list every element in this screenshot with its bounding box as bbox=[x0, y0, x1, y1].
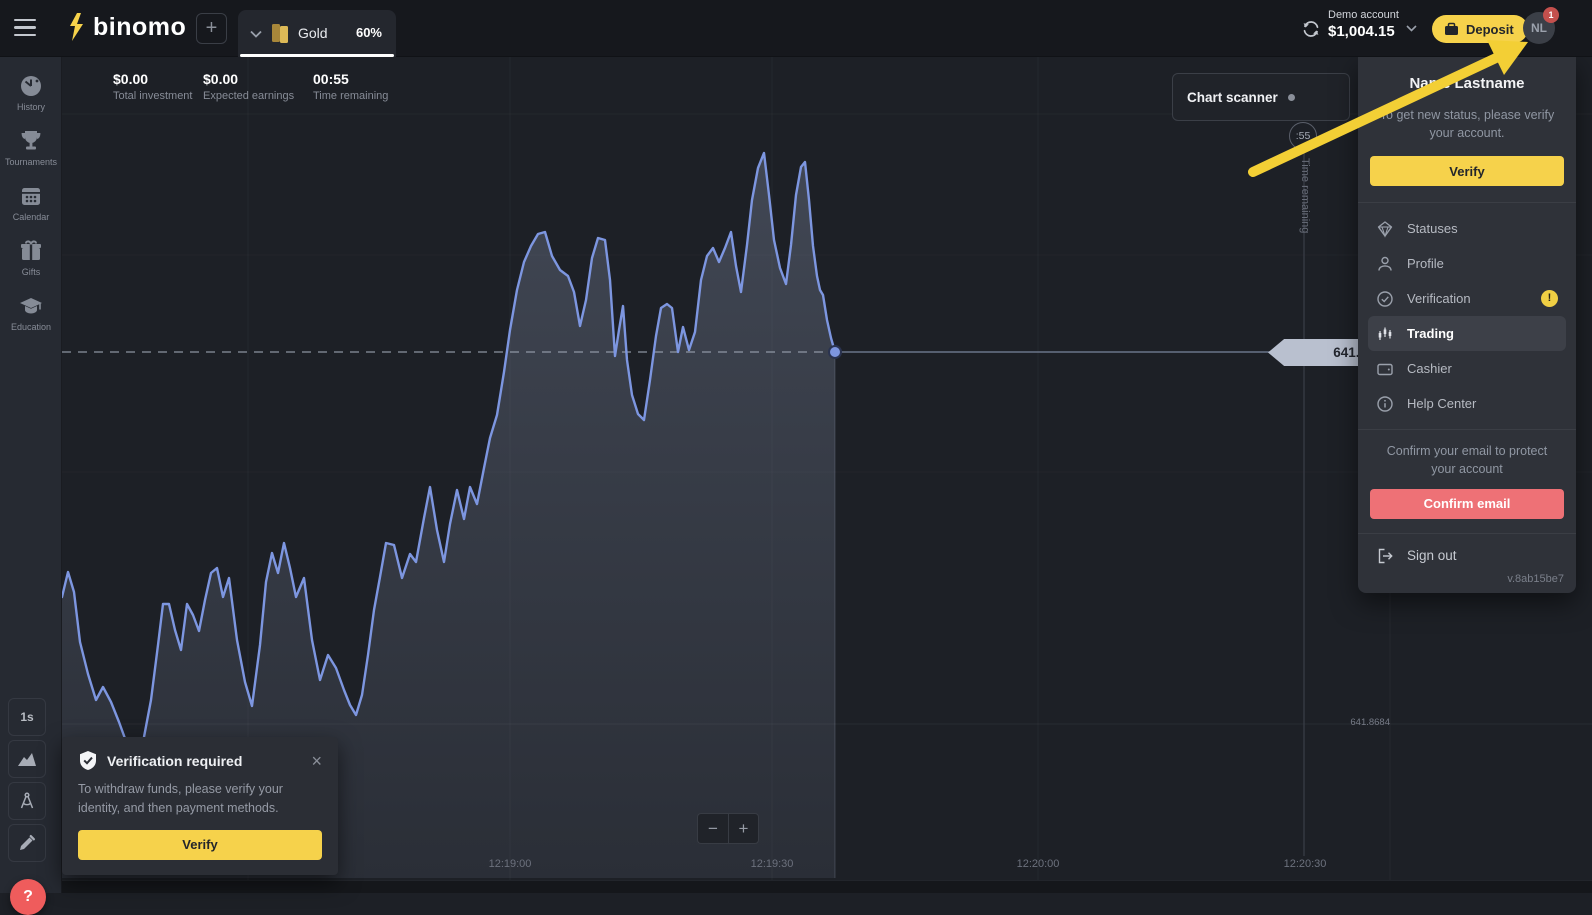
wallet-outline-icon bbox=[1376, 360, 1394, 378]
history-clock-icon bbox=[0, 73, 62, 99]
menu-item-trading[interactable]: Trading bbox=[1368, 316, 1566, 351]
time-remaining-stat: 00:55 Time remaining bbox=[313, 71, 388, 102]
timeframe-button[interactable]: 1s bbox=[8, 698, 46, 736]
verify-status-text: To get new status, please verify your ac… bbox=[1374, 106, 1560, 142]
asset-name: Gold bbox=[298, 25, 328, 41]
pencil-icon bbox=[17, 833, 37, 853]
app-version: v.8ab15be7 bbox=[1358, 571, 1576, 585]
timeline-strip[interactable] bbox=[62, 880, 1592, 893]
lightning-bolt-icon bbox=[66, 12, 86, 42]
close-icon[interactable]: × bbox=[311, 754, 322, 768]
divider bbox=[1358, 429, 1576, 430]
drawing-tool-button[interactable] bbox=[8, 824, 46, 862]
app-logo: binomo bbox=[66, 12, 186, 42]
expected-earnings-stat: $0.00 Expected earnings bbox=[203, 71, 294, 102]
verification-warning-badge: ! bbox=[1541, 290, 1558, 307]
refresh-icon[interactable] bbox=[1301, 19, 1321, 39]
left-sidebar: History Tournaments Calendar Gifts bbox=[0, 57, 62, 893]
sidebar-item-tournaments[interactable]: Tournaments bbox=[0, 112, 62, 167]
deposit-label: Deposit bbox=[1466, 22, 1514, 37]
asset-tab[interactable]: Gold 60% bbox=[238, 10, 396, 57]
time-tick: 12:20:30 bbox=[1284, 858, 1327, 870]
trophy-icon bbox=[0, 128, 62, 154]
menu-item-profile[interactable]: Profile bbox=[1368, 246, 1566, 281]
time-tick: 12:19:30 bbox=[751, 858, 794, 870]
chevron-down-icon[interactable] bbox=[1406, 25, 1417, 32]
candles-icon bbox=[1376, 325, 1394, 343]
sidebar-item-education[interactable]: Education bbox=[0, 277, 62, 332]
account-type: Demo account bbox=[1328, 9, 1412, 21]
info-circle-icon bbox=[1376, 395, 1394, 413]
confirm-email-button[interactable]: Confirm email bbox=[1370, 489, 1564, 519]
notification-title: Verification required bbox=[107, 753, 302, 769]
compass-icon bbox=[17, 791, 37, 811]
menu-item-cashier[interactable]: Cashier bbox=[1368, 351, 1566, 386]
area-chart-icon bbox=[16, 749, 38, 769]
price-line bbox=[62, 153, 835, 760]
education-cap-icon bbox=[0, 293, 62, 319]
current-price-dot bbox=[829, 346, 841, 358]
check-circle-icon bbox=[1376, 290, 1394, 308]
scanner-status-dot bbox=[1288, 94, 1295, 101]
diamond-icon bbox=[1376, 220, 1394, 238]
expiry-countdown: :55 bbox=[1289, 122, 1317, 150]
shield-check-icon bbox=[78, 750, 98, 772]
zoom-out-button[interactable]: − bbox=[697, 813, 728, 844]
menu-item-help-center[interactable]: Help Center bbox=[1368, 386, 1566, 421]
chart-zoom-controls: − + bbox=[697, 813, 759, 844]
sidebar-item-history[interactable]: History bbox=[0, 57, 62, 112]
menu-verify-button[interactable]: Verify bbox=[1370, 156, 1564, 186]
deposit-button[interactable]: Deposit bbox=[1432, 15, 1528, 43]
gold-bars-icon bbox=[270, 21, 291, 45]
zoom-in-button[interactable]: + bbox=[728, 813, 759, 844]
wallet-icon bbox=[1444, 22, 1459, 36]
sign-out-icon bbox=[1376, 547, 1394, 565]
verification-notification: Verification required × To withdraw fund… bbox=[62, 737, 338, 875]
user-avatar[interactable]: NL 1 bbox=[1523, 12, 1555, 44]
user-menu-panel: Name Lastname To get new status, please … bbox=[1358, 57, 1576, 593]
menu-item-statuses[interactable]: Statuses bbox=[1368, 211, 1566, 246]
gift-icon bbox=[0, 238, 62, 264]
person-icon bbox=[1376, 255, 1394, 273]
sign-out-button[interactable]: Sign out bbox=[1358, 534, 1576, 571]
account-selector[interactable]: Demo account $1,004.15 bbox=[1328, 9, 1412, 40]
expiry-axis-label: Time remaining bbox=[1299, 158, 1311, 233]
sidebar-item-calendar[interactable]: Calendar bbox=[0, 167, 62, 222]
menu-item-verification[interactable]: Verification ! bbox=[1368, 281, 1566, 316]
add-asset-button[interactable]: + bbox=[196, 13, 227, 44]
topbar: binomo + Gold 60% Demo account $1,004.15… bbox=[0, 0, 1592, 57]
account-balance: $1,004.15 bbox=[1328, 23, 1412, 40]
time-tick: 12:19:00 bbox=[489, 858, 532, 870]
chart-type-button[interactable] bbox=[8, 740, 46, 778]
time-tick: 12:20:00 bbox=[1017, 858, 1060, 870]
notification-verify-button[interactable]: Verify bbox=[78, 830, 322, 860]
user-full-name: Name Lastname bbox=[1358, 57, 1576, 92]
chart-scanner-button[interactable]: Chart scanner bbox=[1172, 73, 1350, 121]
indicators-button[interactable] bbox=[8, 782, 46, 820]
confirm-email-text: Confirm your email to protect your accou… bbox=[1374, 442, 1560, 478]
notification-body: To withdraw funds, please verify your id… bbox=[78, 780, 322, 818]
avatar-initials: NL bbox=[1531, 21, 1547, 35]
help-button[interactable]: ? bbox=[10, 879, 46, 915]
asset-payout: 60% bbox=[356, 25, 382, 40]
notification-badge: 1 bbox=[1543, 7, 1559, 23]
sidebar-item-gifts[interactable]: Gifts bbox=[0, 222, 62, 277]
hamburger-menu-icon[interactable] bbox=[14, 19, 40, 37]
price-axis-value: 641.8684 bbox=[1330, 717, 1390, 728]
logo-text: binomo bbox=[93, 13, 186, 42]
chevron-down-icon[interactable] bbox=[250, 30, 262, 38]
total-investment-stat: $0.00 Total investment bbox=[113, 71, 192, 102]
calendar-icon bbox=[0, 183, 62, 209]
